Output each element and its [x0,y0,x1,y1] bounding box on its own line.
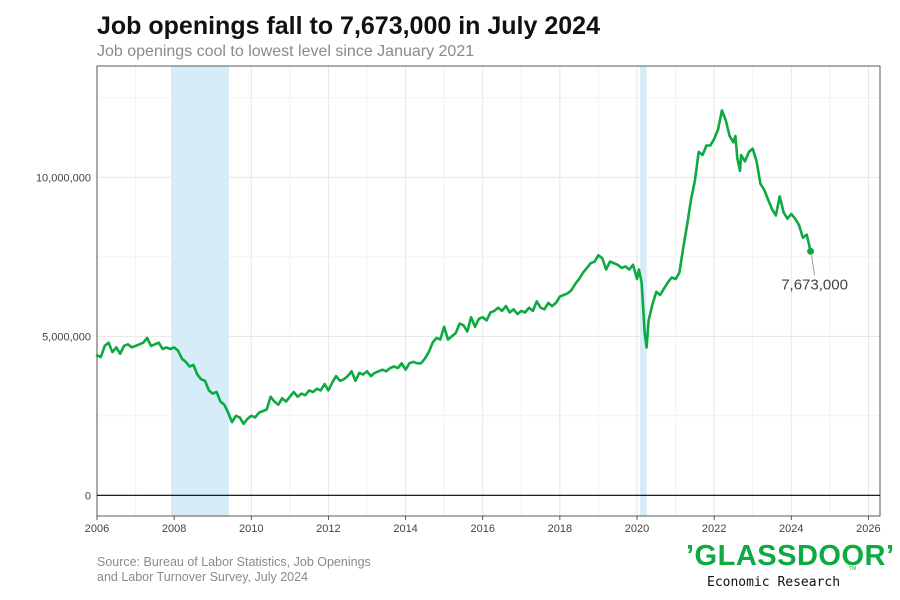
series-line [95,109,812,426]
chart-title: Job openings fall to 7,673,000 in July 2… [97,12,600,40]
series-end-point [807,247,815,255]
x-tick-label: 2024 [779,523,803,535]
logo-trademark: TM [849,566,857,572]
y-tick-label: 10,000,000 [36,172,91,184]
x-tick-label: 2006 [85,523,109,535]
x-tick-label: 2020 [625,523,649,535]
annotation-leader [811,255,816,276]
source-note: Source: Bureau of Labor Statistics, Job … [97,555,371,585]
x-tick-label: 2008 [162,523,186,535]
source-line-2: and Labor Turnover Survey, July 2024 [97,570,309,584]
x-tick-label: 2012 [316,523,340,535]
logo-subtext: Economic Research [707,575,841,590]
x-tick-label: 2026 [856,523,880,535]
plot-border [96,65,881,517]
y-tick-label: 5,000,000 [42,331,91,343]
y-tick-label: 0 [85,490,91,502]
x-tick-label: 2016 [470,523,494,535]
glassdoor-logo: ’GLASSDOOR’ [686,540,895,572]
annotation-label: 7,673,000 [781,276,848,293]
x-tick-label: 2022 [702,523,726,535]
chart-subtitle: Job openings cool to lowest level since … [97,43,475,60]
x-tick-label: 2010 [239,523,263,535]
x-tick-label: 2018 [548,523,572,535]
source-line-1: Source: Bureau of Labor Statistics, Job … [97,555,371,569]
recession-band [171,66,229,516]
x-tick-label: 2014 [393,523,417,535]
